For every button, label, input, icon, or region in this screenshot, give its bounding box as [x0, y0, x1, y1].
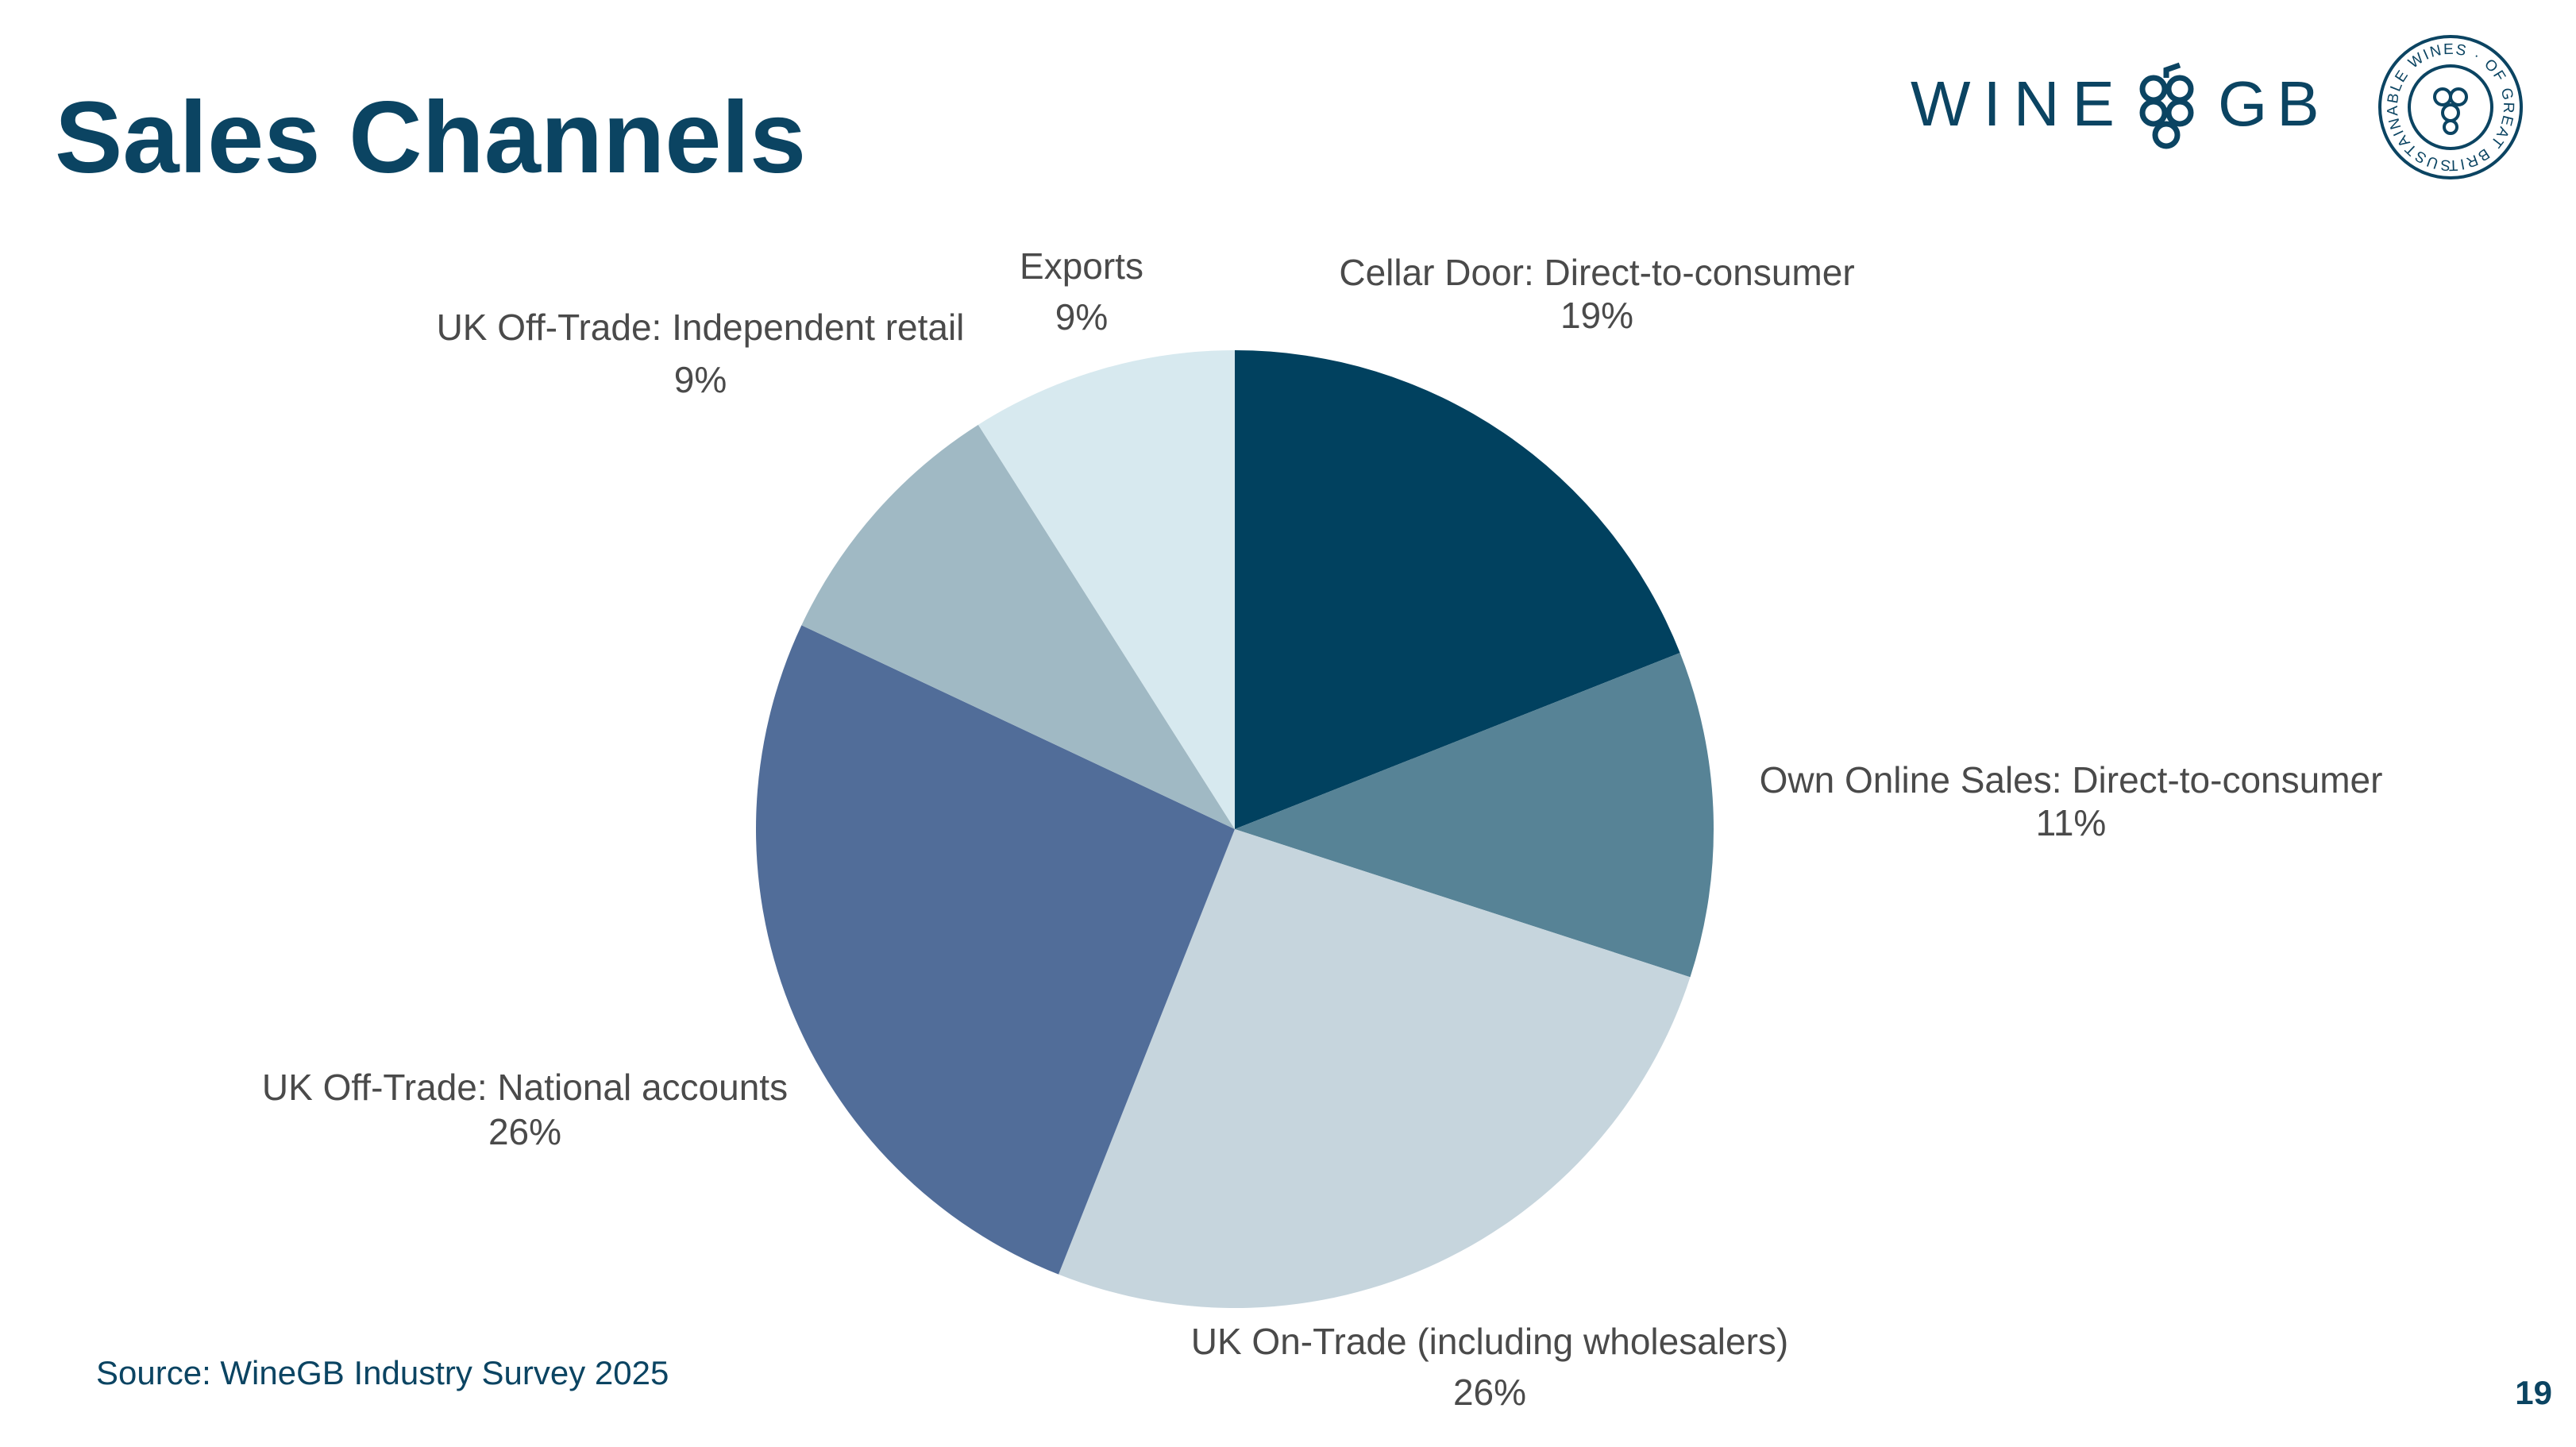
brand-right: GB — [2218, 68, 2329, 139]
source: Source: WineGB Industry Survey 2025 — [96, 1354, 669, 1391]
slice — [978, 350, 1235, 829]
slice-label: Own Online Sales: Direct-to-consumer — [1760, 759, 2383, 801]
slice — [801, 424, 1235, 829]
slice — [1235, 350, 1680, 829]
slice-value-label: 26% — [488, 1111, 561, 1152]
slice-value-label: 9% — [674, 359, 727, 400]
slice-label: UK On-Trade (including wholesalers) — [1191, 1321, 1789, 1362]
grape-icon — [2139, 62, 2194, 149]
slice — [1235, 653, 1714, 978]
slice-label: UK Off-Trade: Independent retail — [437, 307, 965, 348]
slice-label: Exports — [1020, 245, 1143, 287]
slice — [1059, 829, 1691, 1309]
slice-label: Cellar Door: Direct-to-consumer — [1339, 252, 1854, 293]
slice-label: UK Off-Trade: National accounts — [262, 1067, 788, 1108]
page-number: 19 — [2515, 1374, 2552, 1411]
slice — [755, 625, 1235, 1275]
brand-left: WINE — [1911, 68, 2127, 139]
slice-value-label: 11% — [2036, 802, 2107, 843]
slice-value-label: 26% — [1453, 1372, 1526, 1413]
slice-value-label: 19% — [1560, 295, 1633, 336]
slice-value-label: 9% — [1055, 296, 1108, 338]
title: Sales Channels — [55, 81, 806, 195]
